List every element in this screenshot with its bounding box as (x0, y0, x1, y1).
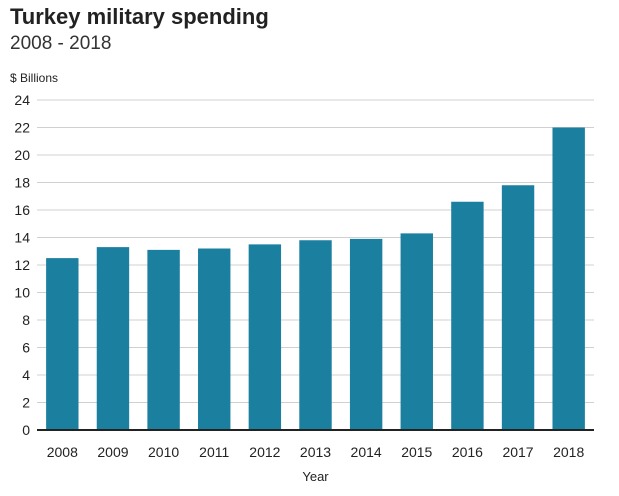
y-tick-label: 14 (14, 230, 30, 246)
bar-2014 (349, 238, 383, 430)
y-tick-label: 8 (22, 312, 30, 328)
x-tick-label: 2009 (97, 444, 128, 460)
x-tick-label: 2015 (401, 444, 432, 460)
x-tick-label: 2017 (502, 444, 533, 460)
chart-title: Turkey military spending (10, 4, 269, 29)
x-tick-label: 2016 (452, 444, 483, 460)
bar-2010 (147, 249, 180, 430)
y-tick-label: 20 (14, 147, 30, 163)
x-tick-label: 2013 (300, 444, 331, 460)
y-tick-label: 6 (22, 340, 30, 356)
x-tick-label: 2008 (47, 444, 78, 460)
y-tick-label: 10 (14, 285, 30, 301)
x-tick-label: 2012 (249, 444, 280, 460)
y-tick-label: 24 (14, 92, 30, 108)
y-tick-label: 0 (22, 422, 30, 438)
x-tick-label: 2018 (553, 444, 584, 460)
bars (46, 127, 585, 430)
bar-2018 (552, 127, 585, 430)
bar-2009 (96, 247, 130, 430)
x-tick-label: 2014 (351, 444, 382, 460)
y-tick-label: 16 (14, 202, 30, 218)
bar-2012 (248, 244, 282, 430)
x-tick-label: 2010 (148, 444, 179, 460)
bar-2015 (400, 233, 433, 430)
bar-2013 (299, 240, 332, 430)
x-tick-label: 2011 (199, 444, 229, 460)
x-axis-label: Year (302, 469, 329, 484)
x-tick-labels: 2008 2009 2010 2011 2012 2013 2014 2015 2016 2017… (47, 444, 585, 460)
bar-2016 (451, 201, 484, 430)
bar-2017 (501, 185, 535, 430)
y-tick-label: 18 (14, 175, 30, 191)
y-tick-label: 2 (22, 395, 30, 411)
y-axis-label: $ Billions (10, 71, 58, 85)
chart-subtitle: 2008 - 2018 (10, 33, 112, 54)
bar-2011 (198, 248, 231, 430)
y-tick-label: 4 (22, 367, 30, 383)
bar-2008 (46, 258, 79, 430)
y-tick-label: 12 (14, 257, 30, 273)
y-tick-label: 22 (14, 120, 30, 136)
